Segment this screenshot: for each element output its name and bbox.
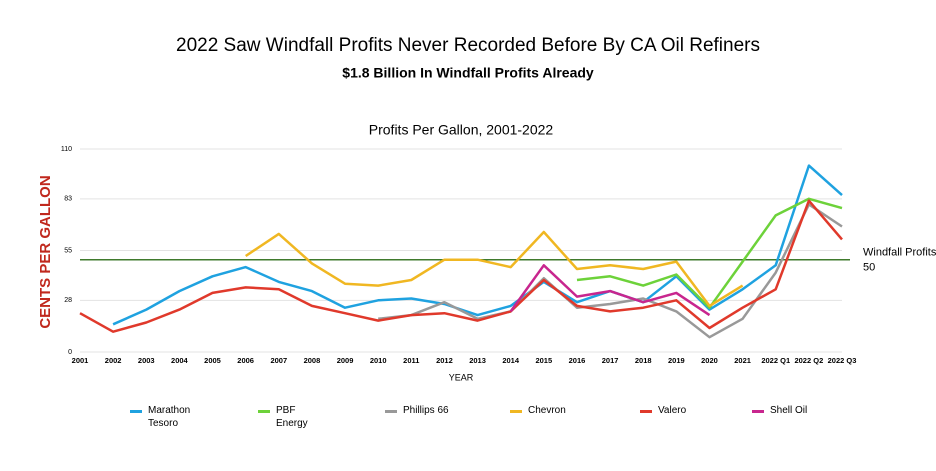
- series-line: [79, 199, 843, 333]
- x-tick-label: 2013: [469, 356, 486, 365]
- series-line: [245, 230, 744, 308]
- x-tick-label: 2011: [403, 356, 419, 365]
- y-tick-label: 28: [64, 297, 72, 304]
- x-tick-label: 2021: [734, 356, 751, 365]
- x-tick-label: 2007: [270, 356, 287, 365]
- series-line: [576, 197, 843, 309]
- x-tick-label: 2012: [436, 356, 453, 365]
- x-tick-label: 2002: [105, 356, 122, 365]
- legend-item: Valero: [640, 404, 750, 417]
- x-tick-label: 2001: [72, 356, 89, 365]
- legend-swatch: [640, 410, 652, 413]
- x-tick-label: 2015: [535, 356, 552, 365]
- x-tick-label: 2004: [171, 356, 189, 365]
- x-tick-label: 2014: [502, 356, 520, 365]
- y-tick-label: 0: [68, 349, 72, 356]
- legend-item: Chevron: [510, 404, 620, 417]
- x-tick-label: 2019: [668, 356, 685, 365]
- subtitle: $1.8 Billion In Windfall Profits Already: [342, 65, 594, 81]
- legend-swatch: [385, 410, 397, 413]
- legend-label: PBF Energy: [276, 405, 308, 429]
- threshold-label: Windfall Profits: [863, 247, 936, 259]
- chart-title: Profits Per Gallon, 2001-2022: [369, 122, 554, 138]
- series-line: [378, 203, 843, 339]
- legend-label: Phillips 66: [403, 405, 449, 416]
- series-line: [509, 264, 711, 317]
- legend-swatch: [752, 410, 764, 413]
- title: 2022 Saw Windfall Profits Never Recorded…: [176, 35, 760, 56]
- legend-label: Marathon Tesoro: [148, 405, 191, 429]
- legend-item: Marathon Tesoro: [130, 404, 240, 430]
- y-axis-label: CENTS PER GALLON: [37, 175, 54, 328]
- x-tick-label: 2017: [602, 356, 619, 365]
- y-tick-label: 55: [64, 247, 72, 254]
- x-tick-label: 2006: [237, 356, 254, 365]
- y-tick-label: 110: [61, 146, 72, 153]
- y-tick-label: 83: [64, 196, 72, 203]
- x-tick-label: 2010: [370, 356, 387, 365]
- x-tick-label: 2020: [701, 356, 718, 365]
- x-tick-label: 2018: [635, 356, 652, 365]
- legend-swatch: [130, 410, 142, 413]
- threshold-value: 50: [863, 262, 875, 274]
- x-tick-label: 2016: [569, 356, 586, 365]
- x-tick-label: 2022 Q3: [828, 356, 857, 365]
- x-tick-label: 2022 Q1: [761, 356, 790, 365]
- x-axis-label: YEAR: [449, 372, 474, 382]
- legend-swatch: [510, 410, 522, 413]
- x-tick-label: 2009: [337, 356, 354, 365]
- x-tick-label: 2022 Q2: [794, 356, 823, 365]
- legend-item: Phillips 66: [385, 404, 495, 417]
- legend-item: Shell Oil: [752, 404, 862, 417]
- x-tick-label: 2005: [204, 356, 221, 365]
- legend-item: PBF Energy: [258, 404, 368, 430]
- legend-label: Shell Oil: [770, 405, 808, 416]
- legend-swatch: [258, 410, 270, 413]
- legend-label: Valero: [658, 405, 687, 416]
- series-line: [112, 164, 843, 326]
- legend-label: Chevron: [528, 405, 566, 416]
- x-tick-label: 2003: [138, 356, 155, 365]
- x-tick-label: 2008: [304, 356, 321, 365]
